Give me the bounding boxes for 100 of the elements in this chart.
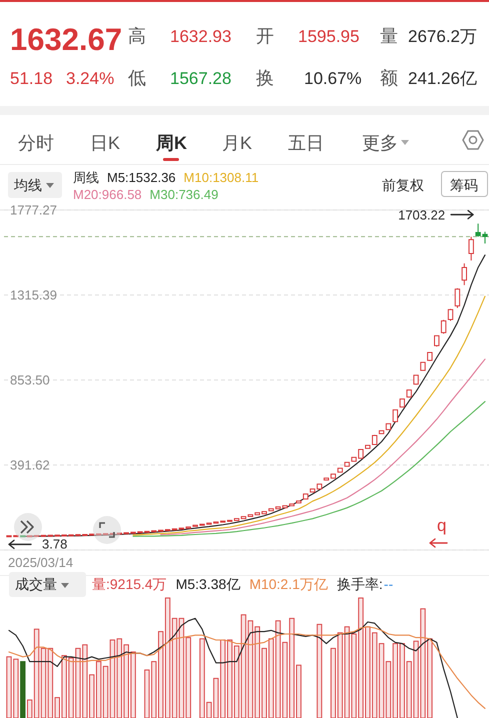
bar	[124, 644, 129, 718]
candlestick	[296, 500, 302, 504]
annotation: 1703.22	[398, 208, 446, 223]
bar	[34, 628, 40, 718]
text: M20:966.58	[73, 187, 142, 202]
bar	[275, 620, 281, 718]
bar	[337, 632, 343, 718]
bar	[254, 626, 260, 718]
bar	[262, 648, 267, 718]
bar	[268, 638, 274, 718]
text: 成交量	[15, 576, 57, 592]
bar	[26, 700, 32, 718]
text: M10:2.1万亿	[249, 576, 328, 592]
line-series	[132, 400, 486, 537]
candlestick	[372, 434, 378, 446]
candlestick	[302, 493, 308, 500]
bar	[6, 656, 12, 718]
text: 2676.2万	[408, 27, 477, 46]
bar	[178, 618, 184, 718]
candlestick	[392, 409, 398, 423]
bar	[96, 661, 102, 718]
annotation: q	[437, 516, 446, 535]
text: 1632.67	[10, 22, 122, 57]
bar	[234, 646, 240, 718]
text: 1595.95	[298, 27, 360, 46]
candlestick	[378, 430, 384, 435]
text: 开	[256, 26, 274, 46]
text: 均线	[13, 177, 42, 193]
text: 分时	[18, 133, 54, 153]
bar	[351, 634, 357, 718]
text: 五日	[288, 133, 324, 153]
bar	[186, 637, 192, 718]
bar	[420, 608, 426, 718]
bar	[102, 666, 108, 718]
bar	[282, 642, 288, 718]
text: --	[384, 576, 394, 592]
text: M10:1308.11	[184, 170, 259, 185]
text: 换手率:	[336, 576, 383, 592]
bar	[386, 661, 392, 718]
text: 10.67%	[304, 69, 362, 88]
bar	[110, 640, 116, 718]
bar	[372, 632, 378, 718]
bar	[151, 661, 157, 718]
bar	[344, 626, 350, 718]
text: 前复权	[382, 177, 424, 193]
bar	[164, 598, 170, 718]
bar	[48, 648, 54, 718]
bar	[206, 702, 212, 718]
text: 1632.93	[170, 27, 232, 46]
bar	[116, 638, 122, 718]
bar	[316, 624, 322, 718]
bar	[144, 670, 150, 718]
bar	[13, 658, 19, 718]
bar	[61, 655, 67, 718]
candlestick	[386, 422, 392, 430]
text: 日K	[90, 133, 120, 153]
bar	[172, 618, 178, 718]
bar	[54, 697, 60, 718]
text: 高	[128, 26, 146, 46]
text: 换	[256, 68, 274, 88]
series-label: 量:9215.4万	[92, 576, 167, 592]
bar	[296, 664, 302, 718]
bar	[130, 652, 136, 718]
candlestick	[427, 351, 433, 362]
bar	[413, 640, 419, 718]
candlestick	[434, 334, 440, 348]
text: 2025/03/14	[8, 555, 74, 570]
bar	[227, 640, 232, 718]
bar	[378, 643, 384, 718]
text: M5:1532.36	[107, 170, 176, 185]
candlestick	[406, 389, 412, 398]
bar	[365, 626, 370, 718]
y-tick-label: 391.62	[10, 458, 50, 472]
candlestick	[337, 467, 343, 473]
text: 低	[128, 68, 146, 88]
text: 筹码	[450, 177, 478, 193]
text: 月K	[222, 133, 252, 153]
bar	[20, 661, 26, 718]
bar	[392, 643, 398, 718]
line-series	[160, 358, 486, 536]
bar	[289, 618, 295, 718]
text: M30:736.49	[150, 187, 218, 202]
candlestick	[365, 444, 370, 450]
line-series	[132, 296, 486, 536]
bar	[40, 648, 46, 718]
text: 241.26亿	[408, 69, 477, 88]
bar	[427, 638, 433, 718]
candlestick	[462, 262, 468, 286]
candlestick	[454, 288, 460, 308]
bar	[220, 640, 226, 718]
bar	[68, 658, 74, 718]
bar	[330, 648, 336, 718]
bar	[240, 614, 246, 718]
legend-title: 周线	[73, 170, 99, 185]
candlestick	[448, 308, 454, 322]
candlestick	[400, 398, 405, 408]
text: 3.24%	[66, 69, 114, 88]
y-tick-label: 1777.27	[10, 202, 57, 218]
text: 1567.28	[170, 69, 232, 88]
text: 量	[380, 26, 398, 46]
